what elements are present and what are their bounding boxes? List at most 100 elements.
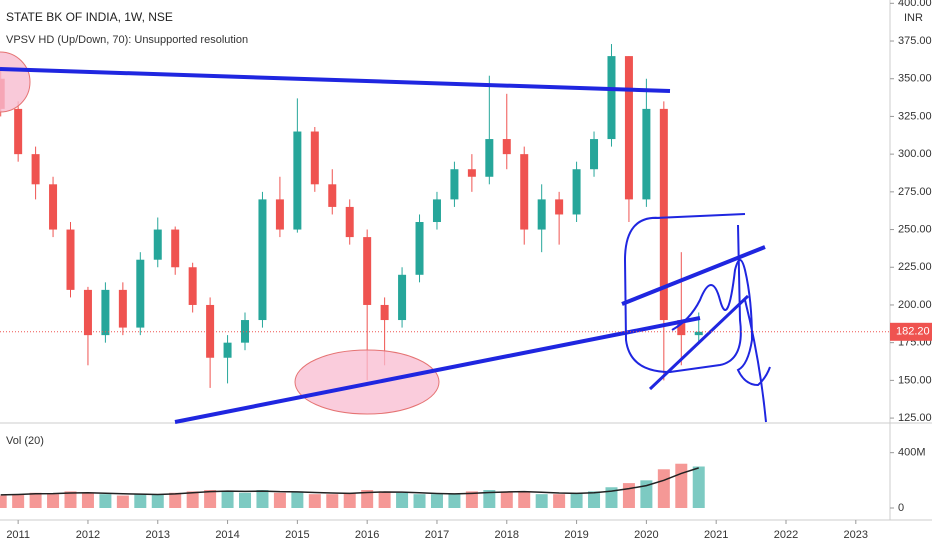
candle-body <box>659 108 668 321</box>
candle-body <box>223 342 232 358</box>
volume-bar <box>81 492 94 508</box>
volume-bar <box>29 492 42 508</box>
x-tick-label: 2012 <box>76 529 100 541</box>
volume-bar <box>675 463 688 508</box>
candle-body <box>502 139 511 155</box>
candle-body <box>677 320 686 336</box>
x-tick-label: 2019 <box>564 529 588 541</box>
y-tick-label: 200.00 <box>898 299 932 311</box>
y-tick-label: 0 <box>898 502 904 514</box>
volume-bar <box>413 494 426 508</box>
candle-body <box>275 199 284 230</box>
volume-bar <box>12 494 25 508</box>
volume-bar <box>204 490 217 508</box>
chart-title: STATE BK OF INDIA, 1W, NSE <box>6 10 173 24</box>
highlight-circle <box>0 51 31 113</box>
y-tick-label: 325.00 <box>898 110 932 122</box>
candle-body <box>572 169 581 215</box>
candle-body <box>136 259 145 328</box>
volume-bar <box>308 494 321 508</box>
trend-line <box>648 294 750 391</box>
x-tick-label: 2020 <box>634 529 658 541</box>
volume-bar <box>116 495 129 508</box>
candle-body <box>607 56 616 140</box>
volume-bar <box>396 492 409 508</box>
candle-body <box>188 267 197 305</box>
y-tick-label: 250.00 <box>898 223 932 235</box>
candle-body <box>66 229 75 290</box>
volume-ma <box>0 467 699 496</box>
volume-bar <box>99 494 112 508</box>
candle-body <box>293 131 302 230</box>
volume-bar <box>605 487 618 508</box>
volume-title: Vol (20) <box>6 435 44 447</box>
trend-line <box>621 245 766 306</box>
candle-body <box>415 222 424 275</box>
volume-bar <box>622 483 635 508</box>
volume-bar <box>0 495 7 508</box>
x-tick-label: 2021 <box>704 529 728 541</box>
volume-bar <box>500 491 513 508</box>
volume-bar <box>239 492 252 508</box>
y-tick-label: 400M <box>898 447 926 459</box>
x-tick-label: 2013 <box>146 529 170 541</box>
candle-body <box>380 304 389 321</box>
x-tick-label: 2011 <box>6 529 30 541</box>
last-price-label: 182.20 <box>896 326 930 338</box>
trend-line <box>174 316 701 424</box>
candle-body <box>537 199 546 230</box>
volume-bar <box>535 494 548 508</box>
x-tick-label: 2014 <box>215 529 239 541</box>
hand-drawing <box>671 259 771 423</box>
candle-body <box>520 154 529 230</box>
volume-bar <box>151 494 164 508</box>
candle-body <box>624 56 633 200</box>
candle-body <box>14 108 23 155</box>
candle-body <box>83 289 92 336</box>
candle-body <box>590 139 599 170</box>
candle-body <box>328 184 337 207</box>
candle-body <box>450 169 459 200</box>
candle-body <box>171 229 180 268</box>
volume-bar <box>448 494 461 508</box>
x-tick-label: 2018 <box>495 529 519 541</box>
volume-bar <box>256 490 269 508</box>
drawings <box>0 51 771 424</box>
volume-bar <box>640 480 653 508</box>
candle-body <box>241 320 250 343</box>
indicator-note: VPSV HD (Up/Down, 70): Unsupported resol… <box>6 34 248 46</box>
marks <box>0 44 705 508</box>
x-tick-label: 2022 <box>774 529 798 541</box>
candle-body <box>31 154 40 185</box>
currency-label: INR <box>904 12 923 24</box>
hand-drawing <box>623 213 746 374</box>
volume-bar <box>361 490 374 508</box>
volume-bar <box>169 492 182 508</box>
volume-bar <box>291 491 304 508</box>
candle-body <box>310 131 319 185</box>
candle-body <box>467 169 476 177</box>
candle-body <box>694 331 703 336</box>
volume-bar <box>570 492 583 508</box>
x-tick-label: 2015 <box>285 529 309 541</box>
volume-bar <box>465 491 478 508</box>
volume-bar <box>343 492 356 508</box>
last-price-box <box>890 322 932 341</box>
candle-body <box>363 237 372 305</box>
volume-bar <box>430 494 443 508</box>
volume-bar <box>134 494 147 508</box>
volume-bar <box>221 491 234 508</box>
volume-bar <box>692 466 705 508</box>
y-tick-label: 400.00 <box>898 0 932 9</box>
y-tick-label: 275.00 <box>898 186 932 198</box>
volume-bar <box>588 491 601 508</box>
volume-bar <box>64 491 77 508</box>
volume-bar <box>273 492 286 508</box>
candle-body <box>642 108 651 200</box>
volume-bar <box>186 491 199 508</box>
candle-body <box>49 184 58 230</box>
candle-body <box>153 229 162 260</box>
y-tick-label: 150.00 <box>898 374 932 386</box>
